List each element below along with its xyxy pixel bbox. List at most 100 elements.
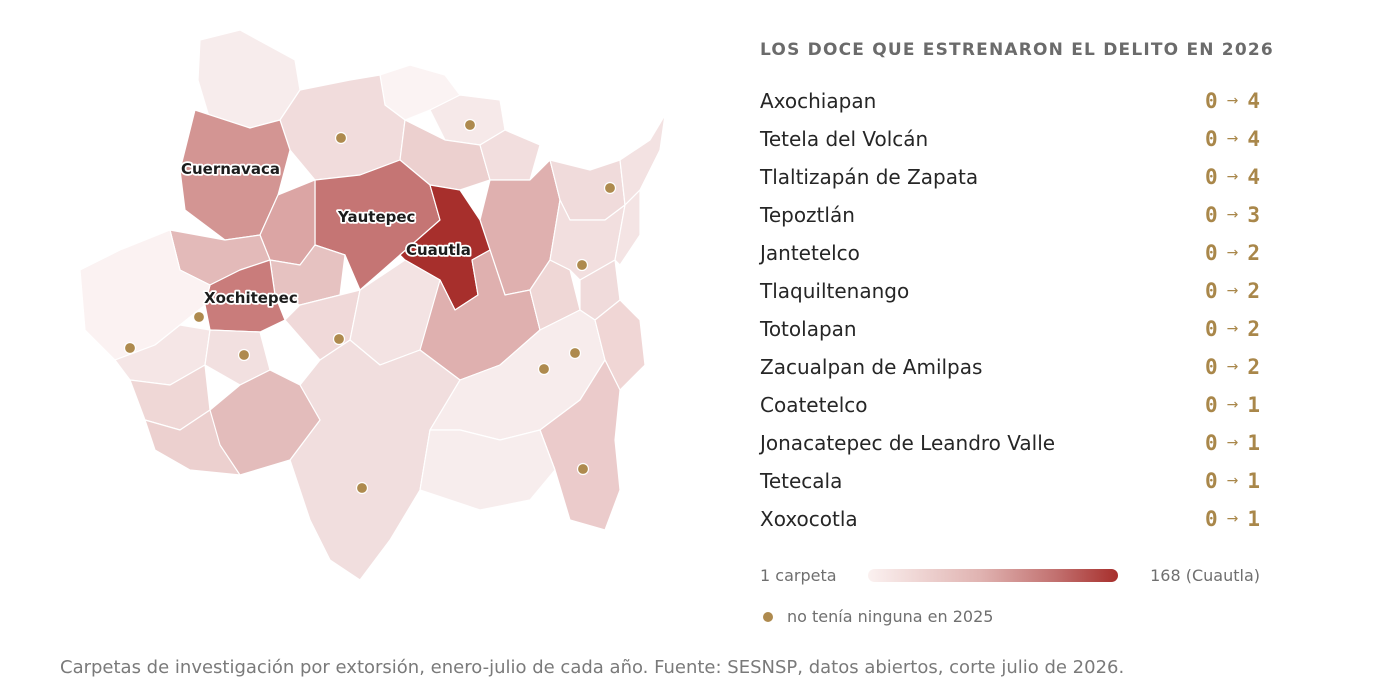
muni-ocuituco [619,114,666,206]
municipality-name: Tetela del Volcán [760,127,929,151]
arrow-right-icon: → [1226,93,1239,109]
count-2026: 2 [1247,317,1260,341]
count-2026: 3 [1247,203,1260,227]
panel-title: LOS DOCE QUE ESTRENARON EL DELITO EN 202… [760,40,1274,60]
municipalities [79,29,666,581]
count-2025: 0 [1204,89,1218,113]
municipality-name: Jantetelco [760,241,860,265]
new-case-dot [576,462,590,476]
new-case-dot [355,481,369,495]
count-change: 0 → 1 [1205,507,1260,531]
count-change: 0 → 1 [1205,393,1260,417]
count-2026: 1 [1247,507,1260,531]
arrow-right-icon: → [1226,473,1239,489]
muni-miacatlan [79,229,211,361]
legend-gradient [868,569,1119,582]
source-footnote: Carpetas de investigación por extorsión,… [60,657,1125,678]
count-2026: 2 [1247,241,1260,265]
count-2026: 4 [1247,165,1260,189]
count-change: 0 → 1 [1205,469,1260,493]
count-2026: 2 [1247,355,1260,379]
count-change: 0 → 2 [1205,317,1260,341]
count-2025: 0 [1204,431,1218,455]
list-item: Axochiapan 0 → 4 [760,82,1260,120]
municipality-name: Coatetelco [760,393,868,417]
label-yautepec: Yautepec [337,208,415,226]
label-cuautla: Cuautla [406,241,471,259]
count-change: 0 → 4 [1205,127,1260,151]
new-case-dot [568,346,582,360]
count-2025: 0 [1204,127,1218,151]
municipality-name: Xoxocotla [760,507,858,531]
new-case-dot [192,310,206,324]
municipality-name: Zacualpan de Amilpas [760,355,983,379]
arrow-right-icon: → [1226,207,1239,223]
municipality-name: Axochiapan [760,89,877,113]
arrow-right-icon: → [1226,359,1239,375]
muni-temoac [614,189,641,266]
count-2025: 0 [1204,279,1218,303]
muni-atlatlahucan [479,129,541,181]
list-item: Jonacatepec de Leandro Valle 0 → 1 [760,424,1260,462]
count-2026: 2 [1247,279,1260,303]
list-item: Zacualpan de Amilpas 0 → 2 [760,348,1260,386]
list-item: Tetecala 0 → 1 [760,462,1260,500]
count-change: 0 → 2 [1205,355,1260,379]
list-item: Xoxocotla 0 → 1 [760,500,1260,538]
new-case-dot [537,362,551,376]
new-cases-panel: LOS DOCE QUE ESTRENARON EL DELITO EN 202… [760,40,1274,626]
list-item: Tetela del Volcán 0 → 4 [760,120,1260,158]
list-item: Totolapan 0 → 2 [760,310,1260,348]
count-2026: 4 [1247,127,1260,151]
count-2025: 0 [1204,241,1218,265]
arrow-right-icon: → [1226,397,1239,413]
muni-tlaquiltenango-south [419,429,556,511]
count-change: 0 → 2 [1205,279,1260,303]
new-case-dot [332,332,346,346]
count-2025: 0 [1204,507,1218,531]
count-2025: 0 [1204,203,1218,227]
count-change: 0 → 3 [1205,203,1260,227]
arrow-right-icon: → [1226,245,1239,261]
count-change: 0 → 4 [1205,89,1260,113]
count-2025: 0 [1204,469,1218,493]
count-change: 0 → 2 [1205,241,1260,265]
muni-emiliano-zapata [269,244,346,306]
count-2026: 1 [1247,393,1260,417]
list-item: Coatetelco 0 → 1 [760,386,1260,424]
count-change: 0 → 1 [1205,431,1260,455]
municipality-list: Axochiapan 0 → 4 Tetela del Volcán 0 → 4 Tlaltiz… [760,82,1260,538]
new-case-dot [575,258,589,272]
arrow-right-icon: → [1226,131,1239,147]
count-2025: 0 [1204,165,1218,189]
new-case-dot [334,131,348,145]
legend-dot-icon [763,611,773,622]
dot-legend: no tenía ninguna en 2025 [760,607,1260,626]
count-change: 0 → 4 [1205,165,1260,189]
arrow-right-icon: → [1226,511,1239,527]
label-cuernavaca: Cuernavaca [181,160,280,178]
new-case-dot [123,341,137,355]
legend-min-label: 1 carpeta [760,566,837,585]
municipality-name: Totolapan [760,317,857,341]
color-scale-legend: 1 carpeta 168 (Cuautla) [760,566,1260,585]
new-case-dot [463,118,477,132]
choropleth-map: Cuernavaca Yautepec Cuautla Xochitepec [60,20,700,620]
new-case-dot [237,348,251,362]
count-2026: 1 [1247,431,1260,455]
new-case-dot [603,181,617,195]
legend-dot-label: no tenía ninguna en 2025 [787,607,994,626]
arrow-right-icon: → [1226,169,1239,185]
municipality-name: Tetecala [760,469,843,493]
new-case-dots [123,118,617,495]
city-labels: Cuernavaca Yautepec Cuautla Xochitepec [179,158,472,309]
count-2026: 4 [1247,89,1260,113]
list-item: Jantetelco 0 → 2 [760,234,1260,272]
muni-tetecala [204,329,271,386]
municipality-name: Tlaltizapán de Zapata [760,165,979,189]
municipality-name: Tepoztlán [760,203,855,227]
count-2026: 1 [1247,469,1260,493]
arrow-right-icon: → [1226,283,1239,299]
list-item: Tepoztlán 0 → 3 [760,196,1260,234]
count-2025: 0 [1204,355,1218,379]
